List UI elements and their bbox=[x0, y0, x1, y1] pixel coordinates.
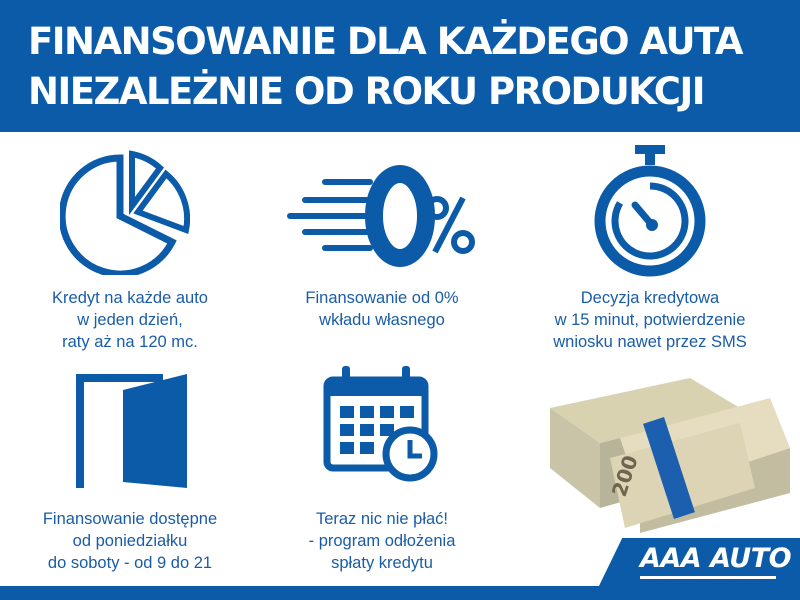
feature-caption-zero: Finansowanie od 0% wkładu własnego bbox=[252, 287, 512, 331]
open-door-icon bbox=[76, 374, 187, 488]
feature-caption-hours: Finansowanie dostępne od poniedziałku do… bbox=[0, 508, 260, 574]
bottom-bar bbox=[0, 586, 800, 600]
caption-line: raty aż na 120 mc. bbox=[62, 333, 198, 351]
caption-line: Decyzja kredytowa bbox=[580, 289, 720, 307]
banknotes-stack-icon: 200 bbox=[550, 378, 790, 533]
caption-line: wniosku nawet przez SMS bbox=[553, 333, 747, 351]
zero-percent-icon bbox=[287, 165, 475, 267]
pie-chart-icon bbox=[60, 150, 190, 275]
caption-line: Finansowanie dostępne bbox=[42, 510, 218, 528]
headline-line-1: FINANSOWANIE DLA KAŻDEGO AUTA bbox=[28, 20, 744, 63]
headline-line-2: NIEZALEŻNIE OD ROKU PRODUKCJI bbox=[28, 70, 706, 113]
caption-line: do soboty - od 9 do 21 bbox=[47, 554, 213, 572]
feature-caption-decision: Decyzja kredytowa w 15 minut, potwierdze… bbox=[520, 287, 780, 353]
caption-line: - program odłożenia bbox=[308, 532, 456, 550]
aaa-auto-logo: AAA AUTO bbox=[640, 543, 792, 574]
caption-line: Teraz nic nie płać! bbox=[315, 510, 449, 528]
caption-line: w 15 minut, potwierdzenie bbox=[554, 311, 746, 329]
caption-line: od poniedziałku bbox=[72, 532, 188, 550]
feature-caption-deferral: Teraz nic nie płać! - program odłożenia … bbox=[252, 508, 512, 574]
feature-caption-credit: Kredyt na każde auto w jeden dzień, raty… bbox=[0, 287, 260, 353]
header-banner bbox=[0, 0, 800, 132]
logo-underline bbox=[640, 576, 776, 579]
caption-line: Kredyt na każde auto bbox=[52, 289, 208, 307]
logo-background bbox=[598, 538, 800, 588]
caption-line: w jeden dzień, bbox=[77, 311, 183, 329]
calendar-clock-icon bbox=[323, 366, 438, 482]
caption-line: wkładu własnego bbox=[319, 311, 445, 329]
stopwatch-icon bbox=[594, 145, 706, 277]
caption-line: spłaty kredytu bbox=[331, 554, 433, 572]
caption-line: Finansowanie od 0% bbox=[305, 289, 459, 307]
